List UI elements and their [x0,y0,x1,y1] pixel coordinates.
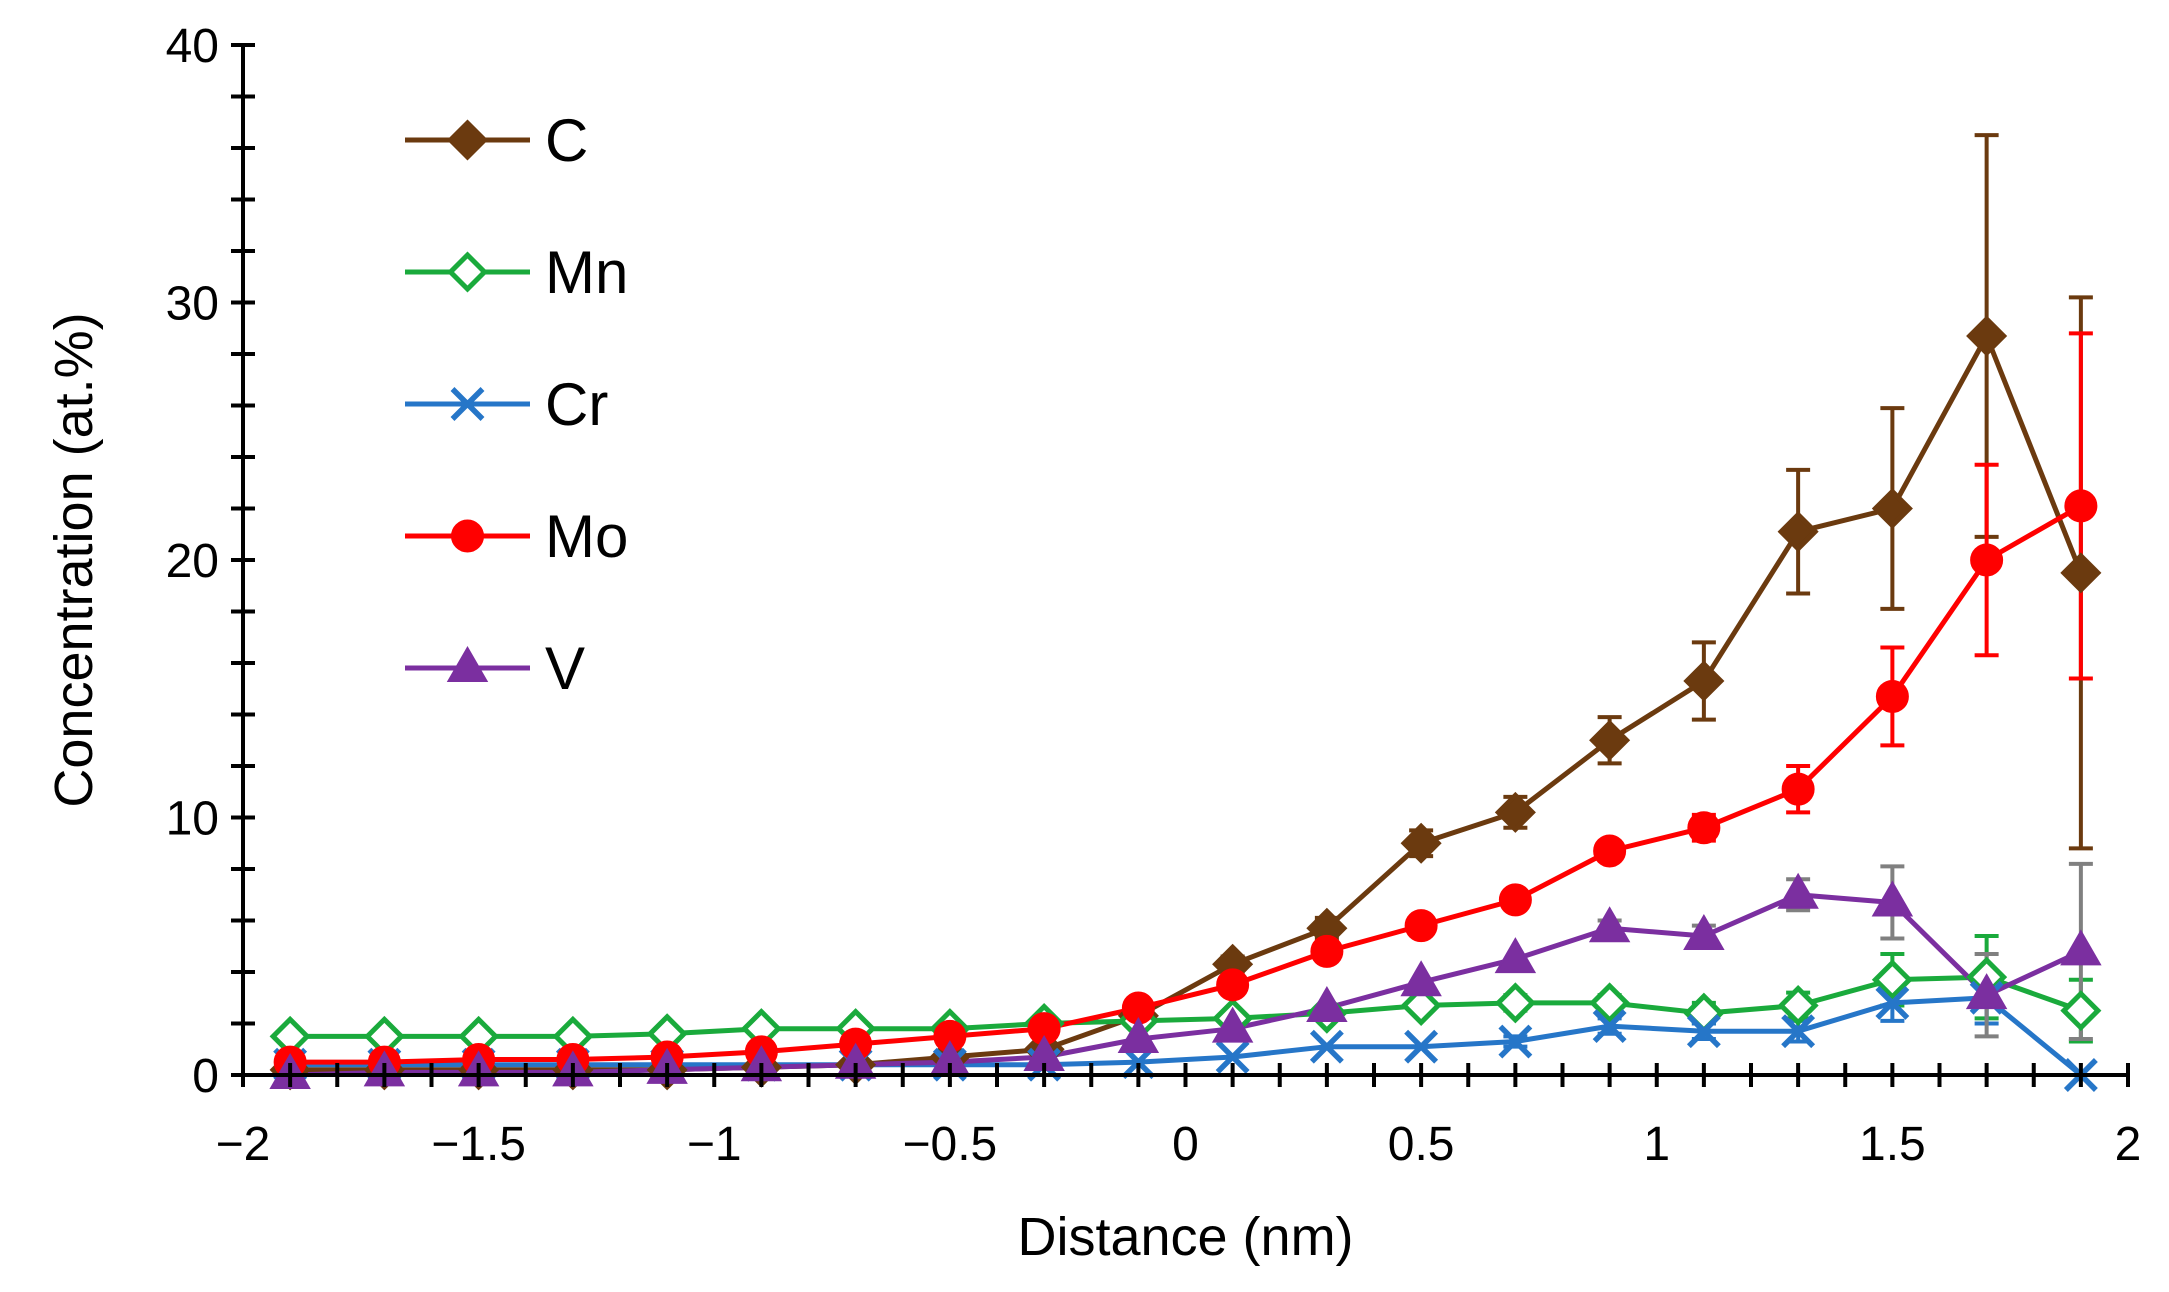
legend-label-mo: Mo [545,503,628,570]
x-tick-label: 2 [2115,1118,2142,1171]
data-point-mo [2064,489,2098,523]
data-point-c [1871,487,1913,530]
legend-marker-cr [450,387,485,421]
legend-label-c: C [545,107,588,174]
x-tick-label: −0.5 [902,1118,997,1171]
data-point-cr [1686,1014,1721,1049]
x-tick-label: 0 [1172,1118,1199,1171]
data-point-mo [1875,679,1909,713]
data-point-c [1494,791,1536,833]
y-tick-label: 10 [166,793,219,846]
x-tick-label: −2 [216,1118,271,1171]
series-line-c [290,333,2084,1073]
data-point-mo [1970,543,2004,577]
data-point-v [2060,929,2102,966]
axes: 0 10 20 30 40 −2 −1.5 −1 −0.5 0 0.5 1 1.5 2 Distance (… [44,20,2141,1267]
y-tick-label: 30 [166,278,219,331]
data-point-v [1400,960,1442,997]
series-markers [269,315,2102,1092]
data-point-c [2060,552,2102,594]
data-point-mo [1216,968,1250,1002]
data-point-cr [1781,1014,1816,1049]
legend-item-cr: Cr [405,371,608,438]
data-point-cr [1498,1024,1533,1059]
legend-marker-c [446,119,489,161]
data-point-v [1777,872,1819,909]
data-point-mo [1687,811,1721,845]
data-point-mn [1871,959,1913,1001]
data-point-mo [1498,883,1532,917]
data-point-mn [1777,984,1819,1027]
data-point-c [1777,511,1819,553]
y-axis-title: Concentration (at.%) [44,312,104,807]
data-point-v [1965,973,2008,1010]
series-line-cr [290,995,2083,1077]
data-point-cr [1875,985,1910,1020]
x-tick-label: −1.5 [431,1118,526,1171]
legend-item-v: V [405,635,585,702]
data-point-v [1588,906,1631,943]
error-bars [1220,133,2093,1049]
y-tick-label: 20 [166,535,219,588]
data-point-c [1683,660,1725,702]
legend-marker-mn [446,251,489,293]
legend: C Mn Cr Mo V [405,107,628,702]
series-lines [290,333,2084,1078]
data-point-v [1871,880,1914,917]
legend-item-mo: Mo [405,503,628,570]
data-point-mn [1589,982,1631,1024]
data-point-v [1117,1016,1160,1053]
data-point-c [1589,719,1631,761]
data-point-cr [1309,1029,1344,1064]
legend-label-cr: Cr [545,371,608,438]
data-point-cr [1215,1040,1250,1074]
x-axis-title: Distance (nm) [1017,1207,1353,1267]
legend-label-mn: Mn [545,239,628,306]
data-point-cr [1404,1029,1439,1064]
data-point-mo [1781,772,1815,806]
legend-item-c: C [405,107,588,174]
legend-label-v: V [545,635,585,702]
data-point-v [1306,986,1348,1023]
data-point-c [1400,822,1442,864]
x-tick-label: 0.5 [1388,1118,1455,1171]
series-line-v [290,892,2082,1078]
y-tick-label: 0 [192,1050,219,1103]
data-point-mo [1310,934,1344,968]
data-point-v [1683,913,1725,950]
data-point-c [1966,315,2008,357]
x-tick-label: 1.5 [1859,1118,1926,1171]
data-point-cr [1592,1009,1627,1044]
legend-marker-mo [451,519,484,553]
data-point-v [1494,937,1537,974]
data-point-v [1211,1006,1254,1043]
data-point-mo [1593,834,1627,868]
x-tick-label: −1 [687,1118,742,1171]
data-point-mn [2060,990,2102,1032]
data-point-mo [1404,909,1438,943]
data-point-mn [1494,982,1536,1024]
legend-marker-v [446,645,489,682]
y-tick-label: 40 [166,20,219,73]
data-point-mn [1400,984,1442,1027]
legend-item-mn: Mn [405,239,628,306]
x-tick-label: 1 [1643,1118,1670,1171]
